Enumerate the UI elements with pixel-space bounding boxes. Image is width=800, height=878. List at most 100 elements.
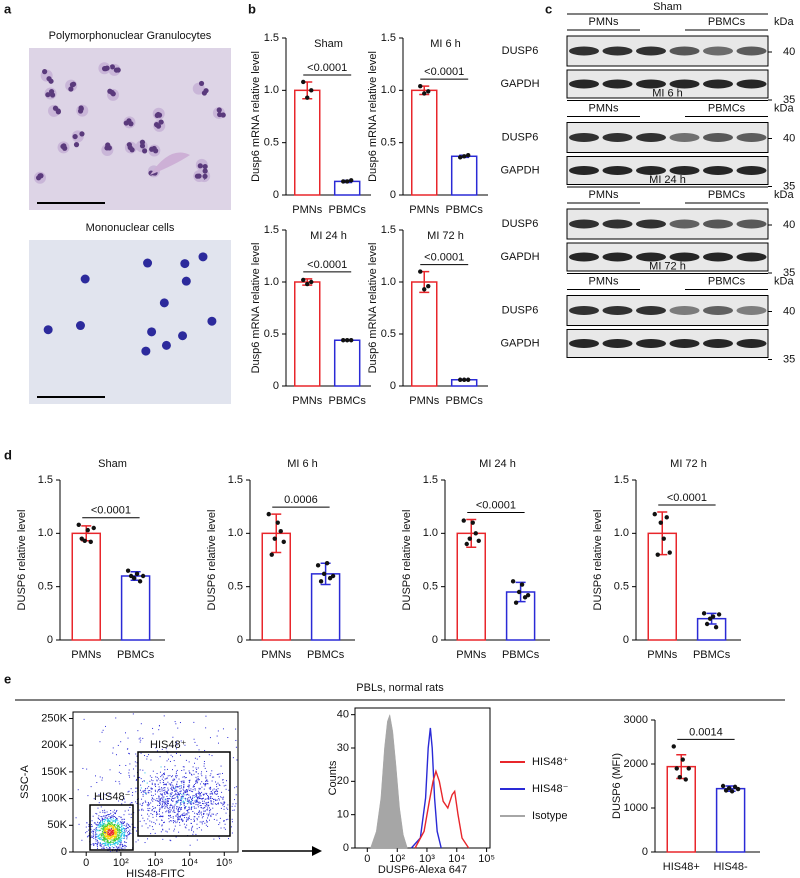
y-tick-label: 30 xyxy=(337,742,349,754)
event xyxy=(102,729,104,731)
event xyxy=(104,794,106,796)
y-tick-label: 10 xyxy=(337,809,349,821)
histogram-line xyxy=(414,768,470,849)
bar xyxy=(456,532,486,641)
event xyxy=(177,808,179,810)
event xyxy=(198,793,200,795)
event xyxy=(236,759,238,761)
event xyxy=(106,841,108,843)
event xyxy=(152,780,154,782)
event xyxy=(174,804,176,806)
event xyxy=(106,820,108,822)
event xyxy=(86,768,88,770)
event xyxy=(152,727,154,729)
event xyxy=(97,841,99,843)
event xyxy=(219,773,221,775)
event xyxy=(113,847,115,849)
event xyxy=(192,825,194,827)
event xyxy=(121,832,123,834)
event xyxy=(173,811,175,813)
event xyxy=(204,798,206,800)
event xyxy=(175,723,177,725)
event xyxy=(194,788,196,790)
event xyxy=(191,828,193,830)
nucleus xyxy=(158,119,164,125)
event xyxy=(114,833,116,835)
event xyxy=(159,771,161,773)
event xyxy=(189,844,191,846)
event xyxy=(97,839,99,841)
event xyxy=(83,718,85,720)
event xyxy=(166,810,168,812)
event xyxy=(221,797,223,799)
event xyxy=(174,788,176,790)
event xyxy=(168,815,170,817)
event xyxy=(86,822,88,824)
event xyxy=(197,813,199,815)
event xyxy=(201,829,203,831)
event xyxy=(112,820,114,822)
event xyxy=(112,834,114,836)
event xyxy=(181,795,183,797)
data-point xyxy=(464,541,469,547)
event xyxy=(117,820,119,822)
event xyxy=(203,794,205,796)
event xyxy=(212,803,214,805)
event xyxy=(109,817,111,819)
event xyxy=(175,808,177,810)
event xyxy=(183,783,185,785)
event xyxy=(227,818,229,820)
event xyxy=(183,766,185,768)
data-point xyxy=(677,775,682,780)
event xyxy=(226,807,228,809)
data-point xyxy=(683,777,688,782)
legend-label: HIS48⁻ xyxy=(532,783,569,795)
event xyxy=(185,820,187,822)
event xyxy=(177,808,179,810)
y-tick-label: 1.5 xyxy=(614,474,629,486)
event xyxy=(201,798,203,800)
event xyxy=(164,804,166,806)
event xyxy=(220,802,222,804)
event xyxy=(193,795,195,797)
event xyxy=(221,802,223,804)
event xyxy=(202,800,204,802)
event xyxy=(102,820,104,822)
event xyxy=(116,818,118,820)
event xyxy=(107,827,109,829)
event xyxy=(119,831,121,833)
event xyxy=(205,824,207,826)
event xyxy=(175,792,177,794)
y-axis-label: SSC-A xyxy=(19,765,31,799)
event xyxy=(116,818,118,820)
event xyxy=(105,826,107,828)
event xyxy=(108,838,110,840)
blot-title: MI 24 h xyxy=(649,174,686,186)
y-tick-label: 1000 xyxy=(624,802,648,814)
event xyxy=(172,811,174,813)
band xyxy=(636,339,666,348)
event xyxy=(98,826,100,828)
event xyxy=(207,809,209,811)
event xyxy=(222,779,224,781)
y-axis-label: DUSP6 relative level xyxy=(592,510,604,611)
event xyxy=(115,838,117,840)
event xyxy=(111,839,113,841)
event xyxy=(216,783,218,785)
event xyxy=(117,841,119,843)
event xyxy=(95,812,97,814)
event xyxy=(118,828,120,830)
event xyxy=(127,826,129,828)
event xyxy=(174,779,176,781)
event xyxy=(125,825,127,827)
event xyxy=(165,748,167,750)
event xyxy=(226,780,228,782)
event xyxy=(103,843,105,845)
event xyxy=(95,832,97,834)
event xyxy=(108,818,110,820)
event xyxy=(110,843,112,845)
event xyxy=(186,814,188,816)
event xyxy=(155,786,157,788)
x-tick-label: 10⁵ xyxy=(216,857,233,869)
event xyxy=(147,790,149,792)
